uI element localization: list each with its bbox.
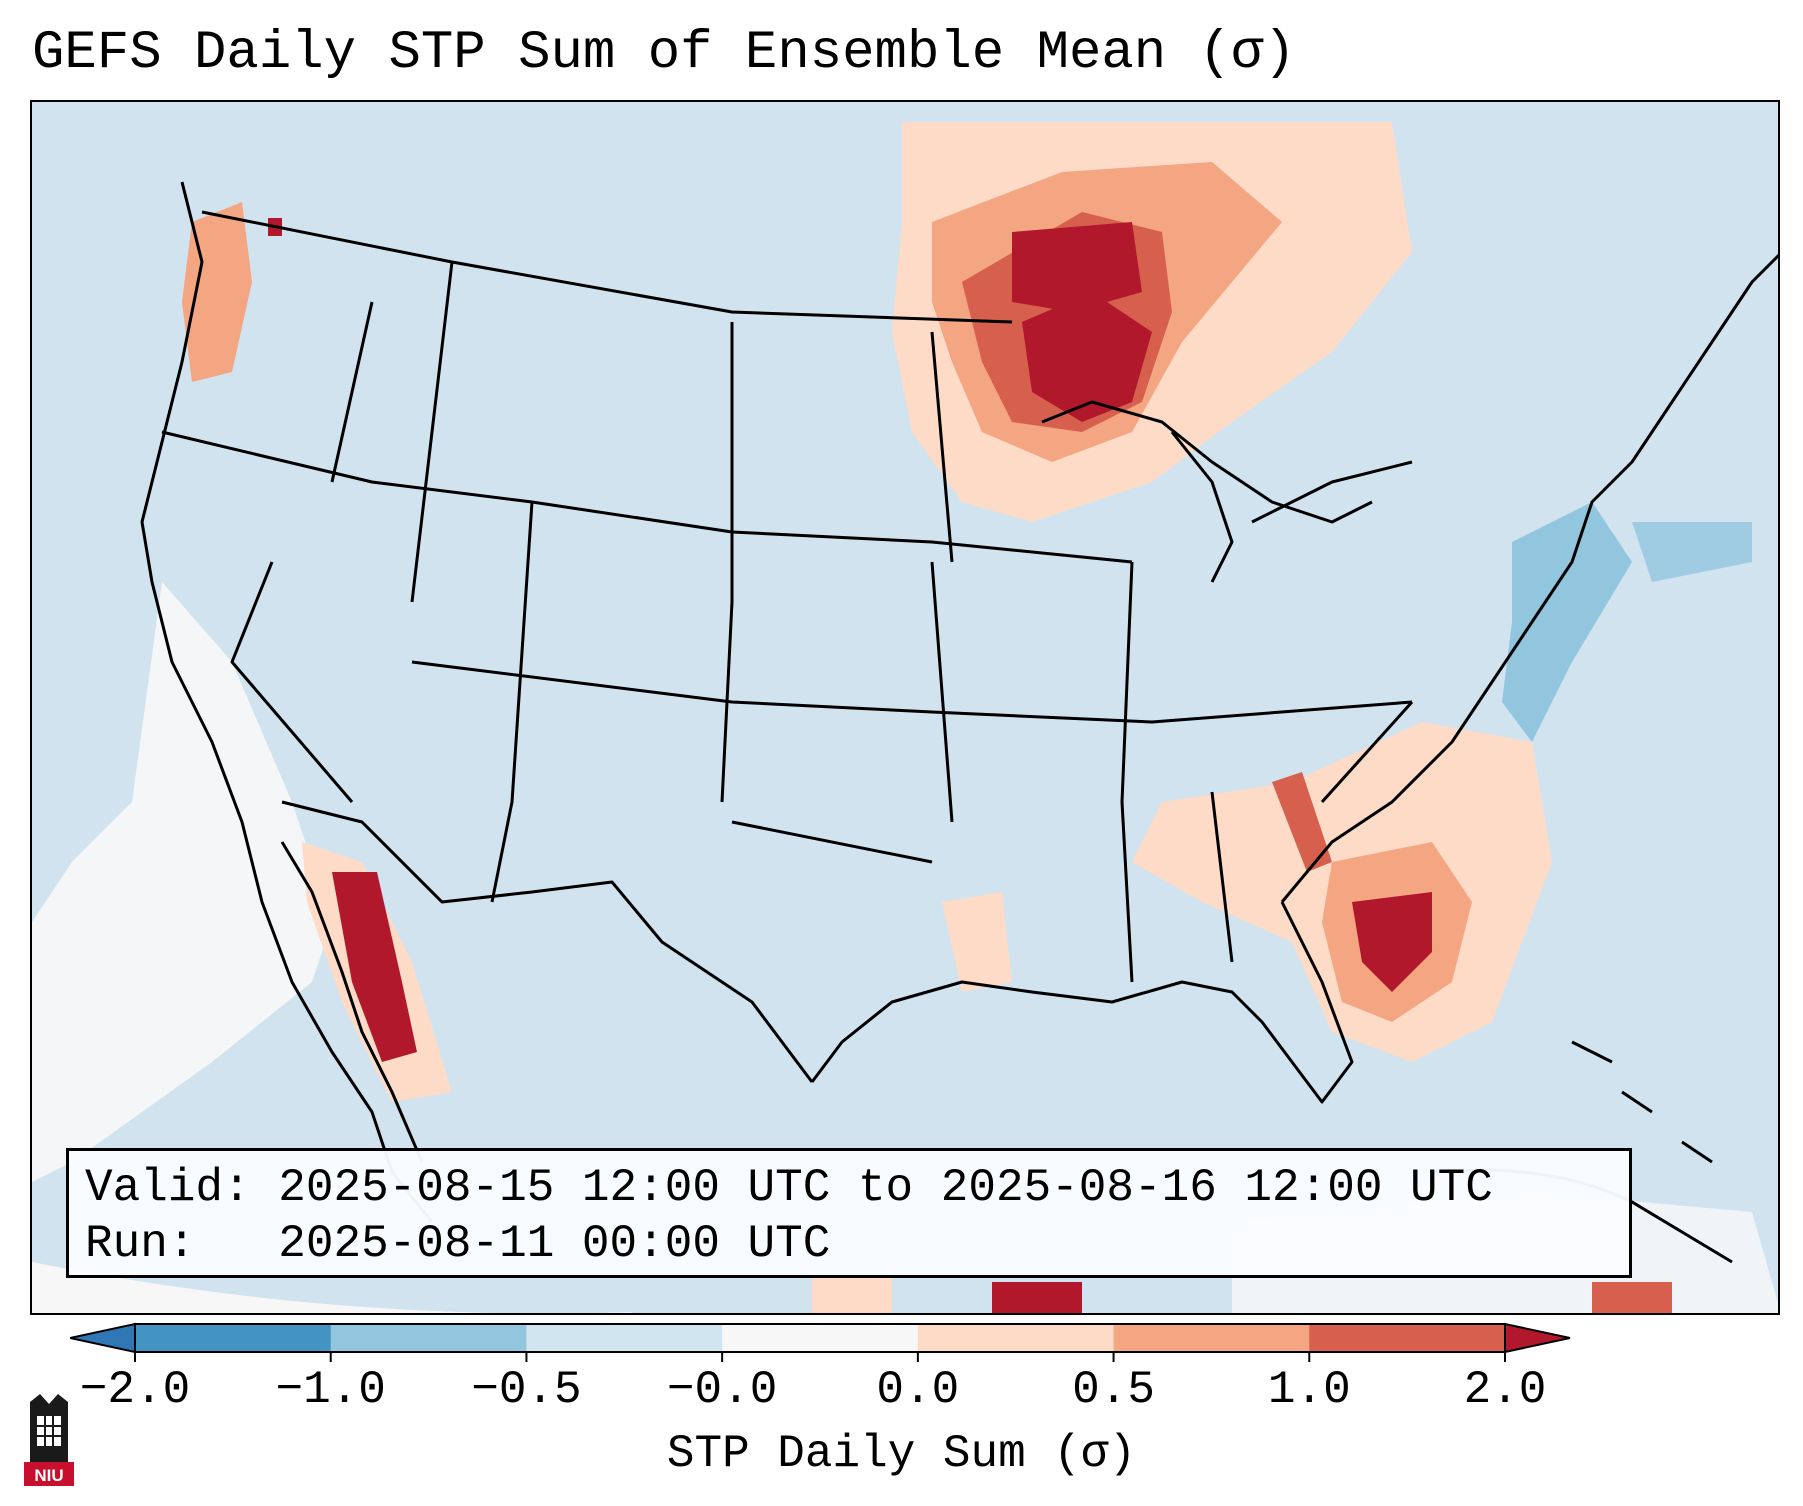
atlantic-negative-anomaly [1632,522,1752,582]
colorbar-segments [70,1322,1571,1354]
colorbar-body-outline [134,1323,1506,1353]
baja-anomaly-max [332,872,417,1062]
southeast-anomaly-max [1352,892,1432,992]
cuba-east-anomaly [1592,1282,1672,1313]
colorbar-segment [135,1324,332,1352]
colorbar-label: STP Daily Sum (σ) [666,1428,1137,1480]
logo-text: NIU [34,1466,63,1485]
bahamas-outline [1571,1040,1713,1164]
southern-pacific-neutral-region [32,1262,632,1313]
niu-logo-icon: NIU [24,1394,74,1486]
texas-coast-anomaly [942,892,1012,992]
colorbar-ticks [134,1352,1506,1362]
colorbar-tick-label: −1.0 [275,1364,386,1416]
validity-info-box: Valid: 2025-08-15 12:00 UTC to 2025-08-1… [66,1148,1632,1278]
colorbar-tick-label: 0.0 [876,1364,960,1416]
colorbar-tick-label: −2.0 [79,1364,191,1416]
state-borders-south [731,700,1414,983]
colorbar-segment [722,1324,919,1352]
state-borders-central [230,501,1413,903]
colorbar-tick-label: 2.0 [1463,1364,1547,1416]
gulf-south-anomaly [812,1272,892,1313]
logo-banner [24,1462,74,1486]
colorbar-tick-label: −0.5 [471,1364,582,1416]
minnesota-anomaly-max [1012,222,1142,312]
east-coastline [1280,253,1778,903]
mid-atlantic-negative-anomaly [1502,502,1632,742]
upper-midwest-anomaly-max [1022,292,1152,422]
colorbar-extend-high [1504,1322,1571,1354]
baja-coastline [280,841,424,1163]
us-canada-border [201,210,1013,324]
coastline-borders [140,181,1778,1223]
us-mexico-border [281,800,814,1083]
gulf-coastline [810,901,1354,1104]
colorbar-segment [917,1324,1115,1352]
colorbar-tick-label: 0.5 [1072,1364,1155,1416]
colorbar-extend-low [70,1322,136,1354]
state-borders-north [161,261,1133,603]
map-canvas [32,122,1778,1313]
colorbar-segment [1113,1324,1310,1352]
run-label: Run: [85,1218,196,1270]
great-lakes-outline [1041,400,1413,583]
valid-label: Valid: [85,1162,251,1214]
colorbar-tick-label: 1.0 [1267,1364,1351,1416]
colorbar-tick-label: −0.0 [666,1364,778,1416]
colorbar [70,1322,1571,1362]
colorbar-segment [1309,1324,1506,1352]
logo-window [37,1416,61,1446]
valid-row: Valid: 2025-08-15 12:00 UTC to 2025-08-1… [85,1160,1629,1216]
colorbar-segment [330,1324,527,1352]
georgia-anomaly [1272,772,1332,872]
eastern-pacific-neutral-region [32,582,332,1182]
colorbar-segment [526,1324,723,1352]
logo-window-grid [37,1416,61,1446]
chart-title: GEFS Daily STP Sum of Ensemble Mean (σ) [32,23,1296,84]
run-value: 2025-08-11 00:00 UTC [278,1218,831,1270]
valid-value: 2025-08-15 12:00 UTC to 2025-08-16 12:00… [278,1162,1493,1214]
map-panel [30,100,1780,1315]
run-row: Run: 2025-08-11 00:00 UTC [85,1216,1629,1272]
west-coastline [140,181,434,1223]
central-america-anomaly [992,1282,1082,1313]
